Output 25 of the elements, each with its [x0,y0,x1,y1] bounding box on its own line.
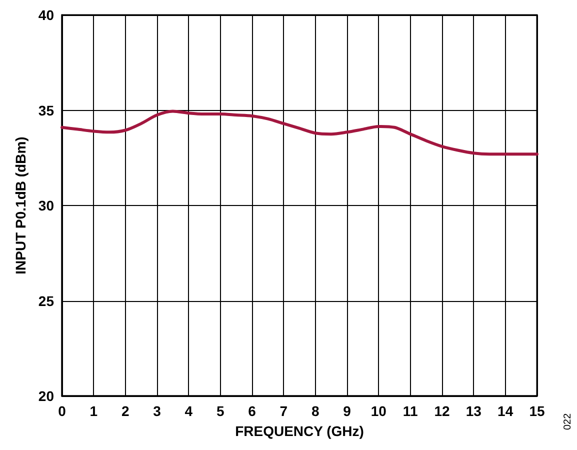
x-tick-label: 11 [402,403,418,419]
x-tick-label: 5 [216,403,224,419]
x-tick-label: 7 [280,403,288,419]
y-tick-label: 40 [38,7,54,23]
x-tick-label: 14 [498,403,514,419]
x-tick-label: 4 [184,403,193,419]
y-tick-label: 25 [38,292,54,309]
x-tick-label: 10 [370,403,387,419]
x-tick-label: 8 [311,403,320,419]
y-tick-label: 30 [38,198,54,214]
y-tick-label: 35 [38,102,54,118]
x-tick-label: 15 [529,403,545,419]
x-tick-label: 9 [343,403,352,419]
x-tick-label: 12 [434,403,450,419]
text: 022 [562,412,574,430]
x-tick-label: 0 [58,403,66,419]
x-tick-label: 3 [153,403,162,419]
x-tick-label: 6 [248,403,256,419]
line-series [60,110,538,156]
y-tick-label: 20 [38,388,54,404]
x-axis-title: FREQUENCY (GHz) [235,423,364,439]
x-tick-label: 13 [466,403,482,419]
x-tick-label: 1 [90,403,98,419]
x-tick-label: 2 [121,403,130,419]
y-axis-title: INPUT P0.1dB (dBm) [12,136,29,274]
